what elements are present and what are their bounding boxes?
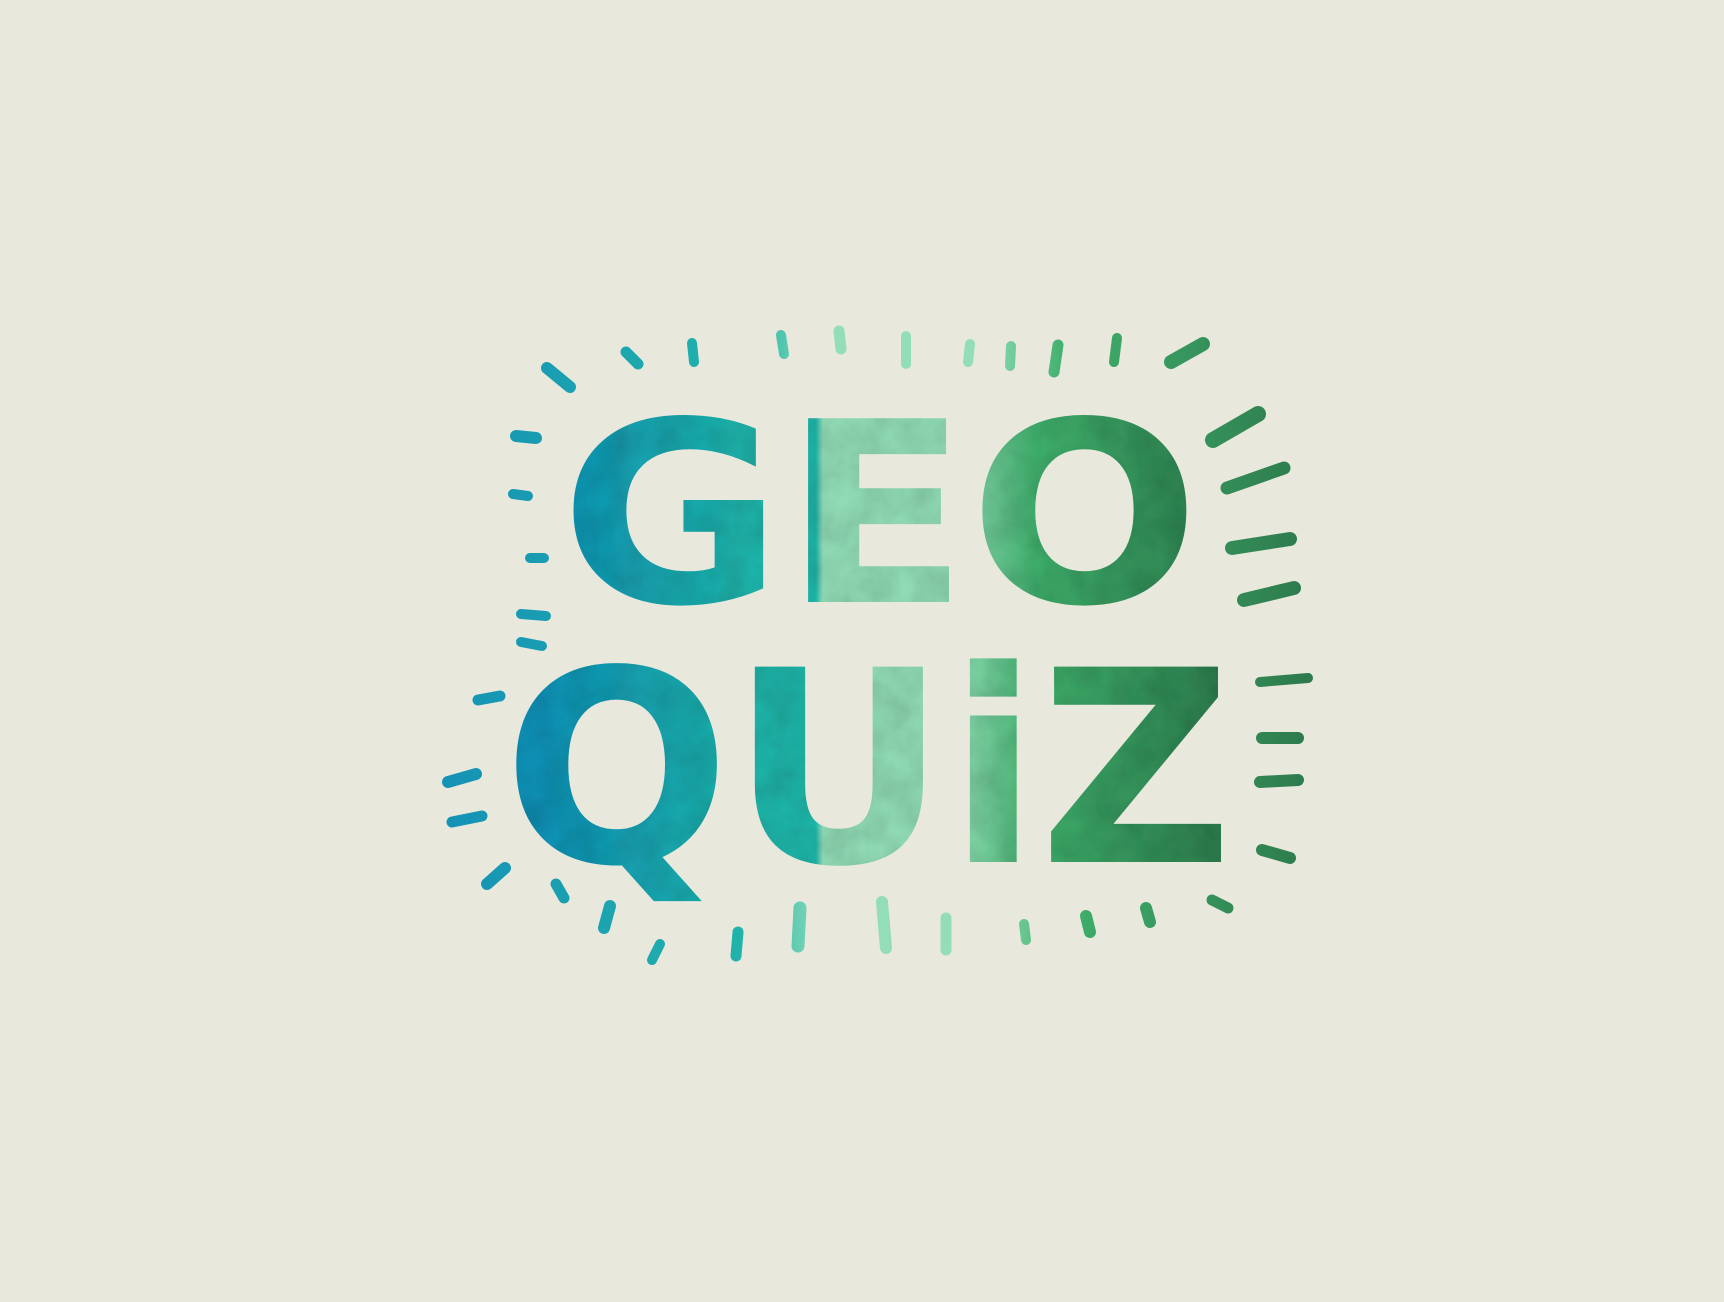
logo-title-line2: QUiZ xyxy=(503,614,1233,926)
sunburst-dash xyxy=(1005,341,1016,371)
sunburst-dash xyxy=(963,339,975,367)
sunburst-dash xyxy=(1220,461,1291,495)
sunburst-dash xyxy=(791,901,807,953)
sunburst-dash xyxy=(1225,532,1297,555)
sunburst-dash xyxy=(598,900,616,934)
sunburst-dash xyxy=(1254,774,1304,788)
sunburst-dash xyxy=(1205,406,1266,448)
sunburst-dash xyxy=(1140,902,1156,928)
sunburst-dash xyxy=(1019,919,1031,945)
sunburst-dash xyxy=(1256,844,1296,864)
sunburst-dash xyxy=(1048,339,1064,378)
sunburst-dash xyxy=(1109,333,1122,367)
sunburst-dash xyxy=(516,609,551,621)
sunburst-dash xyxy=(446,810,488,828)
sunburst-dash xyxy=(481,862,511,890)
sunburst-dash xyxy=(876,896,892,954)
sunburst-dash xyxy=(1080,910,1096,938)
logo-title-line1: GEO xyxy=(560,369,1200,662)
sunburst-dash xyxy=(550,878,570,904)
logo-lettering: GEO QUiZ xyxy=(503,369,1233,926)
sunburst-dash xyxy=(442,768,482,788)
sunburst-dash xyxy=(1206,894,1234,914)
sunburst-dash xyxy=(776,330,789,359)
sunburst-dash xyxy=(620,346,644,370)
sunburst-dash xyxy=(508,489,533,501)
sunburst-dashes xyxy=(442,325,1313,965)
sunburst-dash xyxy=(541,362,576,393)
sunburst-dash xyxy=(1255,673,1313,687)
sunburst-dash xyxy=(472,690,506,706)
sunburst-dash xyxy=(647,939,665,965)
sunburst-dash xyxy=(516,637,547,651)
sunburst-dash xyxy=(1237,581,1301,607)
sunburst-dash xyxy=(1164,337,1210,369)
sunburst-dash xyxy=(510,430,542,444)
sunburst-dash xyxy=(730,926,744,962)
sunburst-dash xyxy=(833,325,847,355)
sunburst-dash xyxy=(687,338,699,367)
